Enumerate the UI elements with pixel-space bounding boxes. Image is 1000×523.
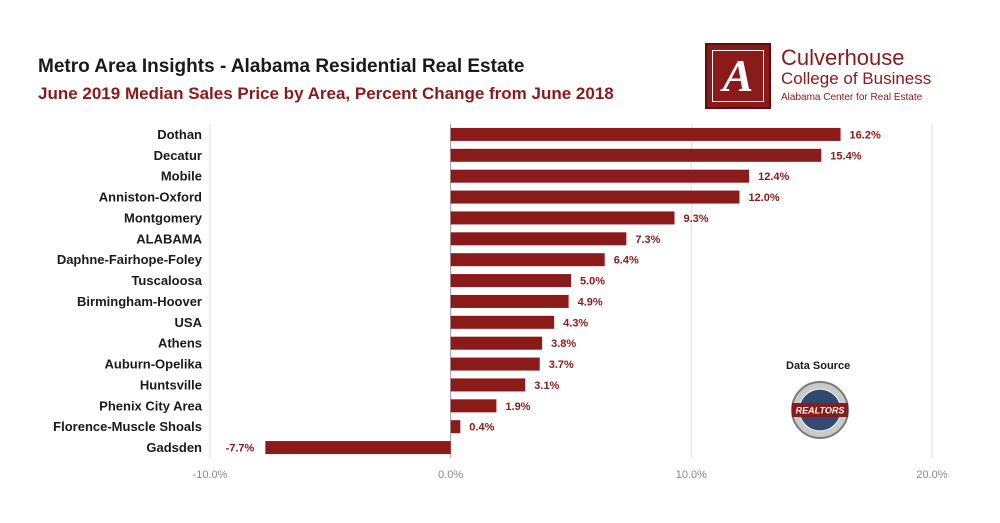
data-label: 16.2%	[850, 129, 881, 141]
data-label: 12.0%	[748, 192, 779, 204]
bar	[450, 378, 526, 392]
bar	[450, 420, 461, 434]
x-tick-label: 10.0%	[676, 469, 707, 481]
bar	[450, 232, 627, 246]
category-label: Decatur	[154, 148, 202, 163]
category-label: Athens	[158, 336, 202, 351]
bar	[265, 441, 451, 455]
chart-title: Metro Area Insights - Alabama Residentia…	[38, 56, 525, 77]
bar	[450, 357, 540, 371]
realtors-seal-icon: REALTORS	[791, 381, 849, 439]
culverhouse-logo: A Culverhouse College of Business Alabam…	[705, 43, 955, 109]
x-tick-label: -10.0%	[193, 469, 228, 481]
data-label: 7.3%	[635, 234, 660, 246]
bar	[450, 211, 675, 225]
data-label: 12.4%	[758, 171, 789, 183]
logo-line-1: Culverhouse	[781, 45, 905, 70]
category-label: ALABAMA	[136, 231, 202, 246]
category-label: Birmingham-Hoover	[77, 294, 202, 309]
x-tick-label: 20.0%	[916, 469, 947, 481]
category-label: Mobile	[161, 169, 202, 184]
category-label: Florence-Muscle Shoals	[53, 419, 202, 434]
category-label: Tuscaloosa	[131, 273, 202, 288]
chart-subtitle: June 2019 Median Sales Price by Area, Pe…	[38, 84, 614, 103]
bar	[450, 399, 497, 413]
category-label: USA	[175, 315, 203, 330]
bar	[450, 253, 605, 267]
alabama-a-icon: A	[705, 43, 771, 109]
category-label: Phenix City Area	[99, 398, 203, 413]
logo-line-3: Alabama Center for Real Estate	[781, 92, 923, 103]
category-label: Montgomery	[124, 210, 203, 225]
bar	[450, 169, 750, 183]
category-label: Anniston-Oxford	[99, 190, 202, 205]
bar	[450, 336, 543, 350]
bar	[450, 148, 822, 162]
svg-text:REALTORS: REALTORS	[796, 406, 845, 416]
bar	[450, 294, 569, 308]
data-label: -7.7%	[226, 443, 255, 455]
category-label: Auburn-Opelika	[104, 357, 202, 372]
data-label: 1.9%	[505, 401, 530, 413]
category-label: Gadsden	[146, 440, 202, 455]
bar	[450, 315, 555, 329]
bar	[450, 190, 740, 204]
x-tick-label: 0.0%	[438, 469, 463, 481]
bar	[450, 274, 571, 288]
category-label: Daphne-Fairhope-Foley	[57, 252, 203, 267]
data-label: 9.3%	[683, 213, 708, 225]
data-label: 15.4%	[830, 150, 861, 162]
data-label: 3.8%	[551, 338, 576, 350]
logo-line-2: College of Business	[781, 69, 932, 88]
category-label: Huntsville	[140, 377, 202, 392]
data-label: 4.9%	[578, 296, 603, 308]
data-label: 0.4%	[469, 422, 494, 434]
data-label: 4.3%	[563, 317, 588, 329]
data-label: 3.1%	[534, 380, 559, 392]
data-source-label: Data Source	[786, 360, 851, 372]
data-label: 3.7%	[549, 359, 574, 371]
bar	[450, 127, 841, 141]
data-label: 5.0%	[580, 276, 605, 288]
data-label: 6.4%	[614, 255, 639, 267]
category-label: Dothan	[157, 127, 202, 142]
